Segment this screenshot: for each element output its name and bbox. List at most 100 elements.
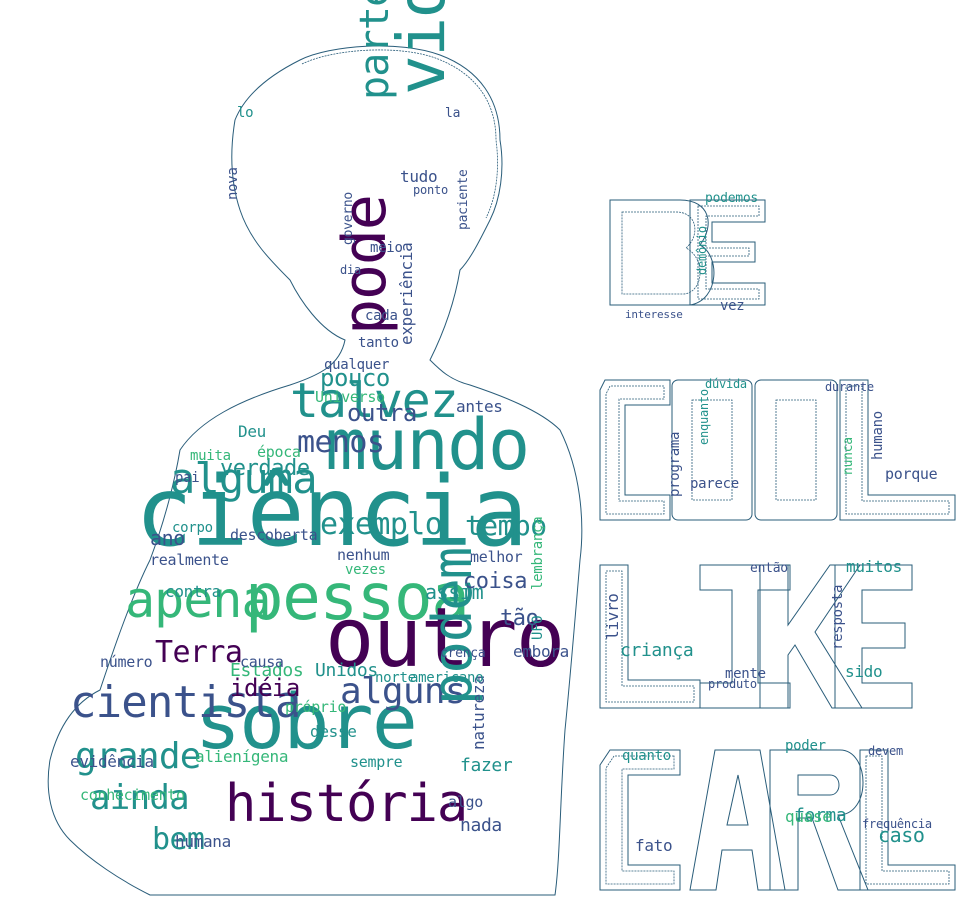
letter-l1 (839, 379, 956, 521)
word-cloud-word: Unidos (315, 660, 378, 681)
letter-i (699, 564, 791, 709)
word-cloud-word: antes (456, 397, 503, 416)
letter-r (769, 749, 869, 891)
word-cloud-word: exemplo (320, 507, 443, 542)
word-cloud-word: natureza (469, 675, 488, 750)
word-cloud-word: forma (794, 805, 847, 826)
word-cloud-word: algo (448, 793, 483, 811)
letter-e (689, 199, 766, 306)
word-cloud-word: coisa (463, 569, 528, 594)
word-cloud-word: mente (725, 666, 766, 682)
word-cloud-word: desse (310, 722, 357, 741)
word-cloud-word: la (445, 106, 461, 121)
word-cloud-word: então (750, 561, 788, 576)
word-cloud-word: pouco (320, 364, 390, 392)
word-cloud-word: tempo (465, 509, 547, 542)
word-cloud-word: interesse (625, 308, 683, 321)
word-cloud-word: podemos (705, 191, 758, 206)
word-cloud-word: história (225, 774, 468, 834)
word-cloud-word: ainda (90, 778, 190, 818)
letter-c1 (599, 379, 671, 521)
word-cloud-word: verdade (220, 456, 310, 481)
word-cloud-word: outra (347, 399, 417, 427)
word-cloud-word: causa (240, 653, 284, 671)
letter-l3 (859, 749, 956, 891)
word-cloud-word: porque (885, 465, 938, 483)
word-cloud-word: experiência (397, 242, 416, 345)
word-cloud-word: tudo (400, 167, 438, 186)
letter-b (609, 199, 715, 306)
word-cloud-word: bem (152, 822, 205, 857)
word-cloud-word: vezes (345, 562, 386, 578)
word-cloud-word: Terra (155, 635, 243, 670)
word-cloud-word: crença (440, 646, 486, 661)
silhouette-outline (47, 45, 583, 896)
word-cloud-word: ciência (135, 456, 528, 568)
letter-k (759, 564, 863, 709)
word-cloud-word: muitos (846, 557, 902, 576)
word-cloud-word: dia (340, 263, 361, 277)
word-cloud-word: nova (225, 167, 241, 200)
word-cloud-word: frequência (862, 817, 932, 831)
word-cloud-word: poder (785, 738, 826, 754)
word-cloud-word: caso (878, 823, 925, 847)
word-cloud-word: produto (708, 677, 757, 691)
word-cloud-word: meio (370, 240, 403, 256)
word-cloud-word: melhor (470, 548, 523, 566)
word-cloud-word: assim (425, 580, 484, 604)
letter-o1 (671, 379, 753, 521)
word-cloud-word: nada (460, 815, 502, 836)
word-cloud-word: quase (785, 807, 832, 826)
word-cloud-word: talvez (290, 373, 459, 429)
word-cloud-word: alguma (170, 454, 318, 503)
word-cloud-word: contra (165, 582, 221, 601)
word-cloud-word: sido (845, 662, 883, 681)
word-cloud-word: fato (635, 836, 673, 855)
letter-c2 (599, 749, 681, 891)
word-cloud-word: durante (825, 380, 874, 394)
word-cloud-word: menos (297, 425, 385, 460)
word-cloud-word: idéia (230, 674, 300, 702)
word-cloud-word: apena (125, 571, 272, 629)
word-cloud-word: corpo (172, 520, 213, 536)
word-cloud-word: Estados (230, 660, 304, 681)
word-cloud-word: parte (352, 0, 398, 100)
word-cloud-word: governo (341, 192, 356, 245)
word-cloud-word: devem (868, 744, 903, 758)
word-cloud-word: nunca (841, 437, 856, 475)
word-cloud-word: tanto (358, 335, 399, 351)
word-cloud-word: sempre (350, 753, 403, 771)
word-cloud-word: pessoa (245, 561, 470, 635)
word-cloud-word: ano (150, 526, 185, 550)
word-cloud-word: época (257, 443, 301, 461)
word-cloud-word: enquanto (697, 389, 711, 445)
letter-l2 (599, 564, 701, 709)
word-cloud-word: norte (375, 670, 416, 686)
word-cloud-word: descoberta (230, 526, 318, 544)
word-cloud-word: quanto (622, 748, 671, 764)
word-cloud-word: criança (620, 640, 694, 661)
word-cloud-word: UFO (530, 615, 546, 640)
word-cloud-word: parece (690, 476, 739, 492)
word-cloud-word: conhecimento (80, 786, 185, 804)
word-cloud-word: Deu (238, 422, 266, 441)
word-cloud-word: evidência (70, 752, 154, 771)
letter-e2 (834, 564, 913, 709)
word-cloud-word: muita (190, 448, 231, 464)
word-cloud-word: Universo (315, 388, 385, 406)
word-cloud-word: nenhum (337, 546, 390, 564)
word-cloud-word: livro (603, 593, 622, 640)
word-cloud-word: próprio (285, 698, 347, 716)
word-cloud-word: vez (720, 298, 745, 314)
word-cloud-word: alienígena (195, 747, 289, 766)
word-cloud-word: humana (175, 832, 231, 851)
word-cloud-word: tão (500, 606, 539, 631)
word-cloud-word: americano (410, 670, 484, 686)
word-cloud-word: paciente (456, 169, 471, 230)
word-cloud-word: vida (383, 0, 460, 95)
word-cloud-word: pai (175, 470, 200, 486)
word-cloud-word: cientista (70, 677, 301, 728)
word-cloud-word: fazer (460, 755, 513, 776)
letter-a (689, 749, 786, 891)
